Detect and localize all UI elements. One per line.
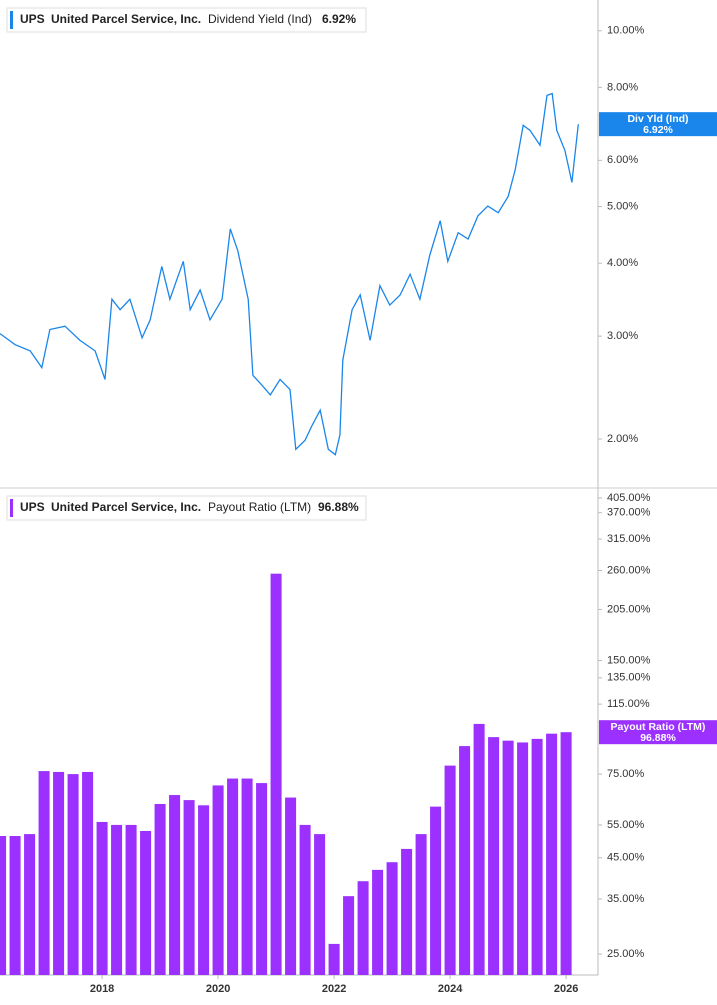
y-tick-label: 35.00%	[607, 893, 645, 905]
metric: Payout Ratio (LTM)	[208, 500, 311, 514]
x-tick-label: 2026	[554, 983, 578, 995]
y-tick-label: 45.00%	[607, 852, 645, 864]
callout-value: 6.92%	[643, 124, 673, 136]
bar	[111, 824, 123, 975]
legend-box	[6, 495, 367, 521]
bar	[0, 836, 7, 975]
legend: UPS United Parcel Service, Inc. Payout R…	[6, 495, 367, 521]
y-tick-label: 135.00%	[607, 672, 651, 684]
callout-value: 96.88%	[640, 732, 676, 744]
bar	[24, 834, 36, 975]
bar	[517, 742, 529, 975]
bar	[430, 806, 442, 975]
line	[0, 92, 579, 456]
callout-name: Div Yld (Ind)	[627, 113, 688, 125]
y-tick-label: 10.00%	[607, 25, 645, 37]
bar	[53, 771, 65, 975]
bar	[386, 862, 398, 975]
y-tick-label: 55.00%	[607, 819, 645, 831]
bar	[357, 881, 369, 975]
y-tick-label: 150.00%	[607, 654, 651, 666]
bar	[38, 771, 50, 975]
bar	[198, 805, 210, 975]
bar	[459, 746, 471, 975]
bar	[502, 740, 514, 975]
y-tick-label: 3.00%	[607, 330, 638, 342]
bar	[227, 778, 239, 975]
bar	[328, 943, 340, 975]
y-tick-label: 260.00%	[607, 564, 651, 576]
company: United Parcel Service, Inc.	[51, 500, 201, 514]
bar	[96, 821, 108, 975]
bar	[560, 732, 572, 975]
bar	[212, 785, 224, 975]
bar	[154, 803, 166, 975]
y-tick-label: 315.00%	[607, 533, 651, 545]
bar	[415, 834, 427, 975]
bar	[343, 896, 355, 975]
bar	[531, 738, 543, 975]
ticker: UPS	[20, 12, 45, 26]
last-value: 96.88%	[318, 500, 359, 514]
metric: Dividend Yield (Ind)	[208, 12, 312, 26]
bar	[67, 774, 79, 975]
legend-swatch	[10, 499, 13, 517]
x-tick-label: 2018	[90, 983, 114, 995]
bar	[488, 737, 500, 975]
bar	[241, 778, 253, 975]
bar	[444, 765, 456, 975]
y-tick-label: 205.00%	[607, 603, 651, 615]
x-tick-label: 2022	[322, 983, 346, 995]
y-tick-label: 25.00%	[607, 948, 645, 960]
callout-name: Payout Ratio (LTM)	[611, 721, 706, 733]
y-tick-label: 8.00%	[607, 81, 638, 93]
ticker: UPS	[20, 500, 45, 514]
bar	[546, 733, 558, 975]
y-tick-label: 2.00%	[607, 433, 638, 445]
y-tick-label: 405.00%	[607, 492, 651, 504]
callout-box	[599, 112, 717, 137]
x-tick-label: 2024	[438, 983, 463, 995]
company: United Parcel Service, Inc.	[51, 12, 201, 26]
bar	[401, 848, 413, 975]
legend: UPS United Parcel Service, Inc. Dividend…	[6, 7, 367, 33]
y-tick-label: 370.00%	[607, 507, 651, 519]
bar	[372, 869, 384, 975]
bar	[473, 723, 485, 975]
bar	[125, 824, 137, 975]
bar	[140, 830, 152, 975]
callout-box	[599, 720, 717, 745]
legend-box	[6, 7, 367, 33]
bar	[314, 834, 326, 975]
y-tick-label: 6.00%	[607, 154, 638, 166]
bar	[256, 783, 268, 975]
bar	[9, 836, 21, 975]
bar	[299, 824, 311, 975]
bar	[82, 771, 94, 975]
y-tick-label: 115.00%	[607, 698, 650, 710]
y-tick-label: 75.00%	[607, 768, 645, 780]
y-tick-label: 4.00%	[607, 257, 638, 269]
bar	[169, 795, 181, 975]
bar	[183, 800, 195, 975]
legend-swatch	[10, 11, 13, 29]
bar	[285, 797, 297, 975]
bar	[270, 573, 282, 975]
x-tick-label: 2020	[206, 983, 230, 995]
last-value: 6.92%	[322, 12, 356, 26]
y-tick-label: 5.00%	[607, 200, 638, 212]
